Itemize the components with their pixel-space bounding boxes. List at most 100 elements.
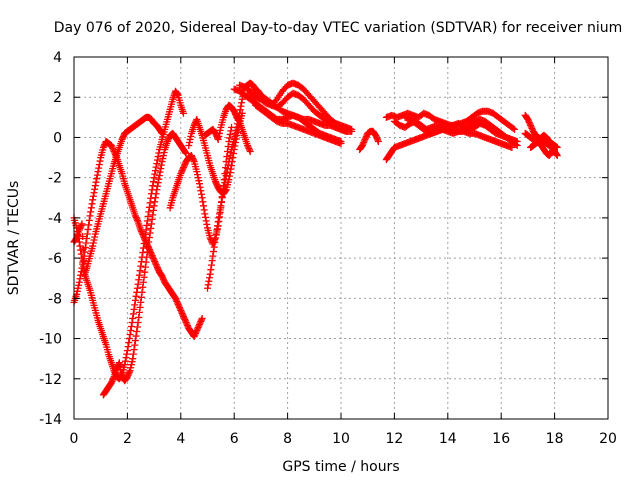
data-point [175, 302, 183, 310]
data-point [215, 132, 223, 140]
data-point [179, 312, 187, 320]
data-point [146, 229, 154, 237]
data-point [79, 232, 87, 240]
data-point [148, 252, 156, 260]
data-point [132, 292, 140, 300]
data-point [212, 179, 220, 187]
data-point [147, 220, 155, 228]
data-point [214, 134, 222, 142]
y-axis-label: SDTVAR / TECUs [6, 181, 22, 296]
data-point [83, 230, 91, 238]
data-point [197, 316, 205, 324]
data-point [100, 142, 108, 150]
data-point [107, 379, 115, 387]
data-point [145, 203, 153, 211]
data-point [95, 164, 103, 172]
data-point [213, 181, 221, 189]
data-point [143, 217, 151, 225]
data-point [180, 314, 188, 322]
data-point [508, 144, 516, 151]
data-point [153, 264, 161, 272]
data-point [244, 141, 252, 149]
data-point [224, 165, 232, 173]
data-point [92, 178, 100, 186]
data-point [183, 320, 191, 328]
data-point [128, 318, 136, 326]
data-point [149, 253, 157, 261]
y-tick-label: 4 [53, 50, 62, 66]
data-point [127, 361, 135, 369]
series-arc-20 [527, 131, 561, 151]
data-point [227, 149, 235, 157]
data-point [127, 322, 135, 330]
data-point [360, 138, 368, 146]
data-point [232, 126, 240, 134]
data-point [153, 186, 161, 194]
series-arc-18 [521, 111, 559, 160]
grid-lines [74, 57, 608, 419]
y-tick-label: 0 [53, 130, 62, 146]
data-point [129, 314, 137, 322]
x-tick-label: 2 [123, 431, 132, 447]
series-arc-12 [252, 101, 345, 147]
data-point [152, 261, 160, 269]
data-point [230, 135, 238, 143]
data-point [159, 155, 167, 163]
data-point [131, 296, 139, 304]
data-point [145, 238, 153, 246]
x-tick-label: 8 [283, 431, 292, 447]
data-point [225, 158, 233, 166]
data-point [179, 311, 187, 319]
data-point [193, 327, 201, 335]
data-point [159, 274, 167, 282]
data-point [201, 210, 209, 218]
data-point [149, 211, 157, 219]
data-point [206, 270, 214, 278]
data-point [362, 132, 370, 140]
data-point [186, 135, 194, 143]
data-point [143, 248, 151, 256]
data-point [197, 187, 205, 195]
data-point [152, 190, 160, 198]
data-point [85, 221, 93, 229]
data-point [183, 321, 191, 329]
data-point [74, 284, 82, 292]
data-point [109, 376, 117, 384]
data-point [211, 239, 219, 247]
data-point [182, 150, 190, 158]
data-point [509, 124, 517, 132]
data-point [527, 123, 535, 131]
data-point [204, 281, 212, 289]
data-point [108, 143, 116, 151]
data-point [75, 281, 83, 289]
data-point [153, 262, 161, 270]
data-point [77, 223, 85, 231]
data-point [246, 146, 254, 154]
series-arc-17 [401, 113, 521, 149]
data-point [81, 248, 89, 256]
data-point [208, 261, 216, 269]
data-point [185, 138, 193, 146]
data-point [137, 293, 145, 301]
data-point [199, 198, 207, 206]
y-tick-label: -2 [48, 171, 62, 187]
data-point [226, 155, 234, 163]
series-arc-11 [246, 89, 350, 135]
data-point [143, 221, 151, 229]
data-point [151, 194, 159, 202]
data-point [189, 155, 197, 163]
data-point [151, 258, 159, 266]
data-point [158, 272, 166, 280]
data-point [194, 174, 202, 182]
data-point [123, 350, 131, 358]
data-point [137, 298, 145, 306]
data-point [82, 239, 90, 247]
data-point [91, 233, 99, 241]
data-point [141, 237, 149, 245]
data-point [337, 139, 345, 147]
data-point [121, 357, 129, 365]
data-point [131, 301, 139, 309]
data-point [137, 226, 145, 234]
